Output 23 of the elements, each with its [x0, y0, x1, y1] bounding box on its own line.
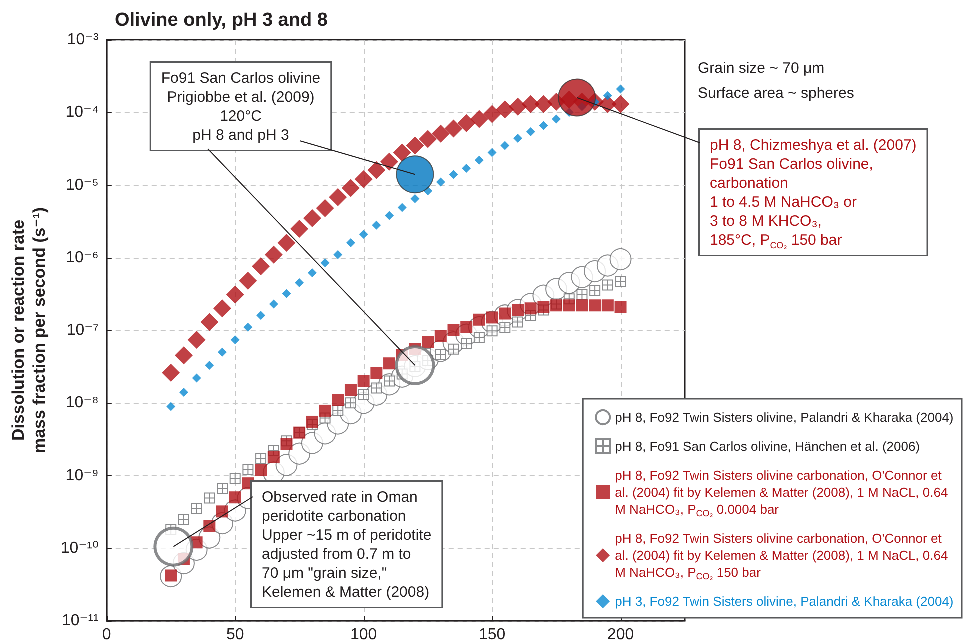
x-tick-label: 50 [226, 626, 244, 644]
y-tick-label: 10⁻⁷ [66, 322, 100, 339]
y-tick-label: 10⁻³ [67, 32, 100, 48]
x-tick-label: 100 [350, 626, 378, 644]
y-tick-label: 10⁻⁸ [66, 394, 99, 412]
text: Surface area ~ spheres [698, 85, 854, 102]
y-tick-label: 10⁻¹¹ [62, 612, 99, 630]
y-tick-label: 10⁻⁶ [66, 249, 99, 266]
x-tick-label: 0 [102, 626, 112, 644]
y-axis-title: Dissolution or reaction rate mass fraction per second (s⁻¹) [9, 207, 49, 454]
x-tick-label: 150 [478, 626, 506, 644]
legend-label: pH 3, Fo92 Twin Sisters olivine, Palandri & Kharaka (2004) [615, 594, 954, 609]
legend-label: pH 8, Fo92 Twin Sisters olivine, Palandri & Kharaka (2004) [615, 410, 954, 425]
y-tick-label: 10⁻⁴ [66, 104, 99, 122]
y-tick-label: 10⁻⁹ [66, 467, 99, 484]
text: Grain size ~ 70 μm [698, 60, 825, 77]
x-tick-label: 200 [607, 626, 634, 644]
annotation: Observed rate in Oman peridotite carbonation Upper ~15 m of peridotite adjusted from 0.7 m to 70 μm "grain size," Kelemen & Matter (2008) [262, 489, 432, 601]
annotation: Fo91 San Carlos olivine Prigiobbe et al. (2009) 120°C pH 8 and pH 3 [161, 70, 321, 144]
y-tick-label: 10⁻⁵ [66, 176, 99, 194]
chart-title: Olivine only, pH 3 and 8 [115, 10, 328, 31]
legend-label: pH 8, Fo91 San Carlos olivine, Hänchen et al. (2006) [615, 439, 920, 454]
y-tick-label: 10⁻¹⁰ [60, 540, 99, 557]
